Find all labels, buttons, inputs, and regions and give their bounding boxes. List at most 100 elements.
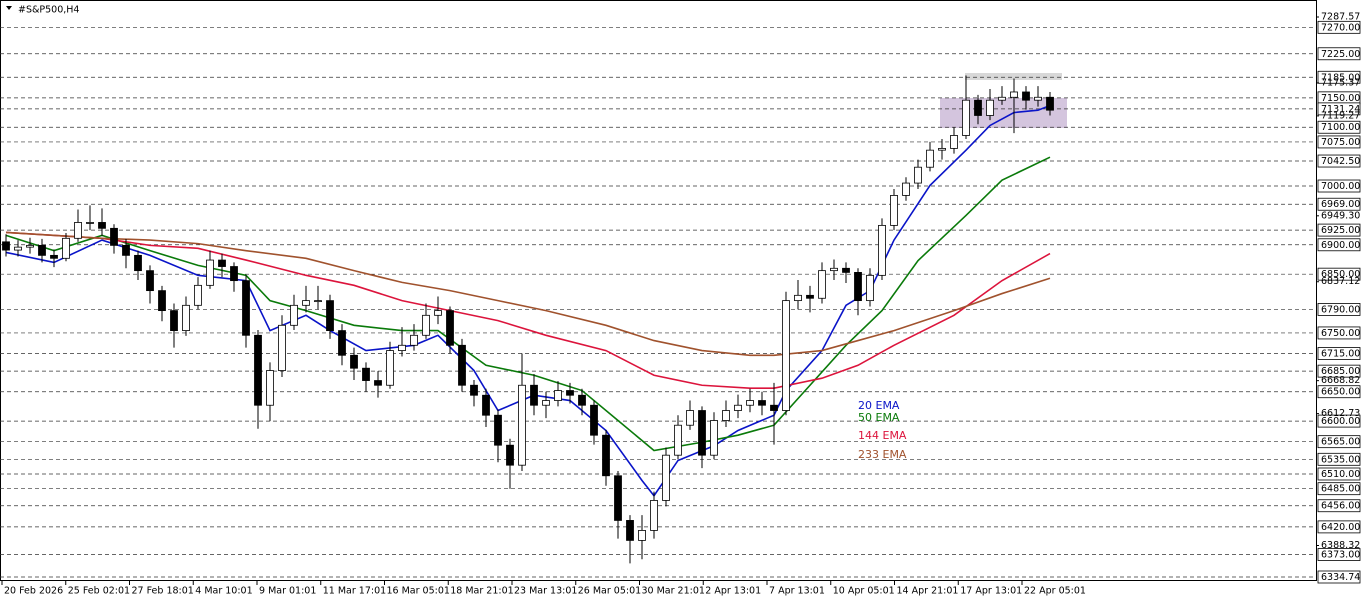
candle-body bbox=[362, 367, 370, 381]
level-label-box bbox=[1317, 347, 1361, 360]
candle-body bbox=[914, 166, 922, 184]
candle-body bbox=[674, 424, 682, 456]
candle-body bbox=[746, 400, 754, 406]
x-tick-label: 25 Feb 02:01 bbox=[68, 586, 130, 597]
level-label: 6535.00 bbox=[1321, 454, 1360, 465]
candle-body bbox=[74, 222, 82, 239]
level-label-box bbox=[1317, 197, 1361, 211]
candle-body bbox=[1046, 96, 1054, 111]
level-label-box bbox=[1317, 385, 1361, 399]
level-label: 7131.24 bbox=[1321, 104, 1360, 115]
candle-body bbox=[494, 414, 502, 446]
candle-body bbox=[170, 310, 178, 331]
y-tick-label: 7175.37 bbox=[1321, 77, 1360, 88]
range-zone bbox=[940, 98, 1067, 128]
candle-body bbox=[398, 344, 406, 351]
candle-body bbox=[578, 394, 586, 406]
level-label: 7225.00 bbox=[1321, 49, 1360, 60]
candle-body bbox=[926, 149, 934, 168]
candle-body bbox=[422, 314, 430, 336]
candle-body bbox=[38, 244, 46, 256]
level-label-box bbox=[1317, 267, 1361, 281]
candle-body bbox=[782, 300, 790, 411]
level-label: 6565.00 bbox=[1321, 437, 1360, 448]
x-tick-label: 7 Apr 13:01 bbox=[769, 586, 825, 597]
level-label: 6750.00 bbox=[1321, 328, 1360, 339]
candle-body bbox=[338, 330, 346, 356]
x-tick-label: 9 Mar 01:01 bbox=[259, 586, 316, 597]
y-tick-label: 6837.12 bbox=[1321, 276, 1360, 287]
candle-body bbox=[242, 280, 250, 336]
level-label: 7270.00 bbox=[1321, 22, 1360, 33]
candle-body bbox=[830, 267, 838, 272]
candle-body bbox=[122, 244, 130, 256]
candle-body bbox=[506, 444, 514, 466]
level-label: 7042.50 bbox=[1321, 156, 1360, 167]
candle-body bbox=[794, 294, 802, 302]
candle-body bbox=[518, 384, 526, 466]
candle-body bbox=[134, 254, 142, 272]
candle-body bbox=[566, 390, 574, 396]
candle-body bbox=[734, 404, 742, 411]
candle-body bbox=[254, 334, 262, 406]
candle-body bbox=[602, 434, 610, 477]
candle-body bbox=[986, 99, 994, 116]
candle-body bbox=[854, 272, 862, 302]
level-label: 6715.00 bbox=[1321, 349, 1360, 360]
level-label: 6600.00 bbox=[1321, 416, 1360, 427]
candle-body bbox=[470, 384, 478, 396]
candle-body bbox=[446, 310, 454, 346]
candle-body bbox=[326, 300, 334, 331]
candle-body bbox=[938, 147, 946, 151]
candle-body bbox=[50, 254, 58, 259]
level-label-box bbox=[1317, 154, 1361, 168]
level-label: 6485.00 bbox=[1321, 484, 1360, 495]
level-label-box bbox=[1317, 135, 1361, 149]
level-label: 6420.00 bbox=[1321, 522, 1360, 533]
y-tick-label: 6949.30 bbox=[1321, 210, 1360, 221]
level-label: 6650.00 bbox=[1321, 387, 1360, 398]
candle-body bbox=[350, 354, 358, 369]
plot-frame bbox=[0, 0, 1317, 581]
candle-body bbox=[302, 300, 310, 306]
x-tick-label: 23 Mar 13:01 bbox=[514, 586, 577, 597]
candle-body bbox=[1034, 96, 1042, 101]
level-label: 6790.00 bbox=[1321, 304, 1360, 315]
level-label-box bbox=[1317, 179, 1361, 193]
candle-body bbox=[662, 454, 670, 501]
level-label-box bbox=[1317, 326, 1361, 340]
candle-body bbox=[698, 410, 706, 456]
level-label: 6685.00 bbox=[1321, 366, 1360, 377]
candle-body bbox=[650, 500, 658, 531]
candle-body bbox=[230, 266, 238, 282]
candle-body bbox=[722, 410, 730, 421]
candles bbox=[2, 75, 1054, 564]
candle-body bbox=[842, 267, 850, 273]
candle-body bbox=[962, 99, 970, 136]
candle-body bbox=[86, 222, 94, 224]
candle-body bbox=[758, 400, 766, 406]
candle-body bbox=[998, 96, 1006, 101]
candle-body bbox=[638, 530, 646, 541]
x-tick-label: 14 Apr 21:01 bbox=[897, 586, 959, 597]
level-label: 7075.00 bbox=[1321, 137, 1360, 148]
level-label-box bbox=[1317, 435, 1361, 449]
legend-entry: 233 EMA bbox=[858, 448, 907, 461]
level-label-box bbox=[1317, 482, 1361, 496]
level-label: 6969.00 bbox=[1321, 199, 1360, 210]
x-tick-label: 11 Mar 17:01 bbox=[323, 586, 386, 597]
candle-body bbox=[878, 224, 886, 276]
x-tick-label: 30 Mar 21:01 bbox=[642, 586, 705, 597]
candle-body bbox=[434, 310, 442, 316]
candle-body bbox=[710, 420, 718, 456]
candle-body bbox=[182, 304, 190, 331]
level-label: 7100.00 bbox=[1321, 122, 1360, 133]
candle-body bbox=[194, 284, 202, 306]
level-label-box bbox=[1317, 20, 1361, 34]
level-label-box bbox=[1317, 364, 1361, 378]
x-tick-label: 4 Mar 10:01 bbox=[195, 586, 252, 597]
level-label: 7150.00 bbox=[1321, 93, 1360, 104]
level-label-box bbox=[1317, 414, 1361, 428]
legend-entry: 20 EMA bbox=[858, 399, 900, 412]
x-tick-label: 17 Apr 13:01 bbox=[960, 586, 1022, 597]
